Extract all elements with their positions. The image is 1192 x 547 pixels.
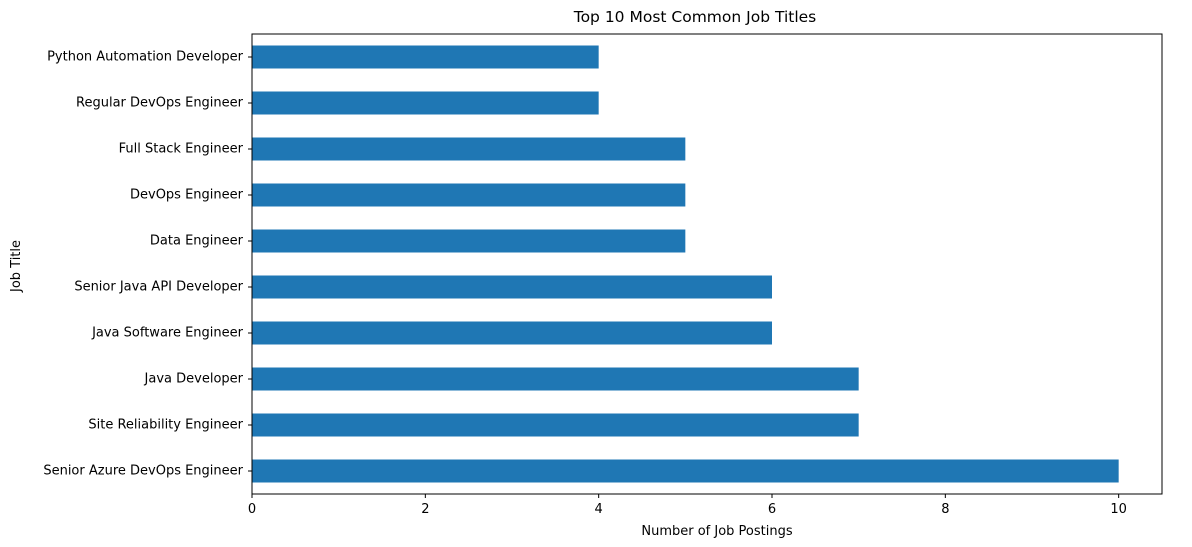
x-tick-label: 0: [248, 502, 256, 517]
bar: [252, 137, 686, 161]
bar: [252, 229, 686, 253]
bar: [252, 413, 859, 437]
y-tick-label: DevOps Engineer: [130, 188, 244, 203]
y-tick-label: Java Software Engineer: [91, 326, 244, 341]
y-tick-label: Python Automation Developer: [47, 50, 244, 65]
bar: [252, 459, 1119, 483]
bar: [252, 45, 599, 69]
y-tick-label: Regular DevOps Engineer: [76, 96, 244, 111]
chart-title: Top 10 Most Common Job Titles: [573, 8, 817, 26]
bar: [252, 275, 772, 299]
x-tick-label: 8: [941, 502, 949, 517]
y-ticks-group: Senior Azure DevOps Engineer Site Reliabi…: [43, 50, 252, 479]
bar: [252, 321, 772, 345]
y-tick-label: Site Reliability Engineer: [88, 418, 243, 433]
x-tick-label: 6: [768, 502, 776, 517]
bar: [252, 183, 686, 207]
bar: [252, 91, 599, 115]
y-tick-label: Java Developer: [144, 372, 244, 387]
bars-group: [252, 45, 1119, 483]
x-tick-label: 2: [421, 502, 429, 517]
y-tick-label: Senior Azure DevOps Engineer: [43, 464, 243, 479]
y-axis-title: Job Title: [9, 240, 24, 293]
x-ticks-group: 0 2 4 6 8 10: [248, 494, 1127, 517]
plot-frame: [251, 33, 1163, 495]
x-axis-title: Number of Job Postings: [641, 524, 792, 539]
x-tick-label: 10: [1110, 502, 1127, 517]
y-tick-label: Full Stack Engineer: [119, 142, 244, 157]
bar: [252, 367, 859, 391]
y-tick-label: Senior Java API Developer: [74, 280, 243, 295]
y-tick-label: Data Engineer: [150, 234, 244, 249]
x-tick-label: 4: [595, 502, 603, 517]
